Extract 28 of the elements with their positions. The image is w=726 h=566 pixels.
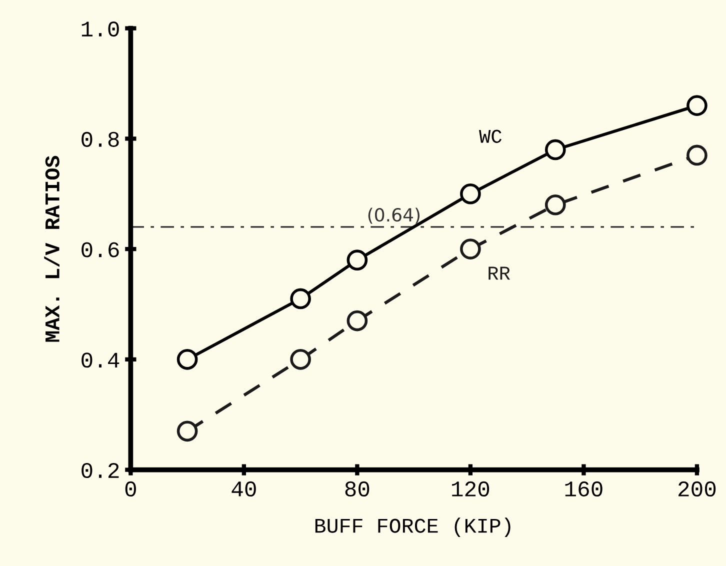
x-tick-label: 200	[678, 481, 716, 497]
x-tick-label: 0	[125, 481, 136, 497]
point	[346, 250, 368, 270]
point	[176, 420, 198, 442]
y-tick-label: 0.6	[82, 242, 119, 258]
ref-line-label: (0.64)	[368, 208, 420, 224]
point	[460, 183, 481, 204]
x-tick-label: 120	[452, 481, 490, 497]
y-tick-label: 0.4	[82, 352, 120, 368]
point	[346, 310, 368, 332]
series-label: RR	[488, 266, 510, 280]
point	[686, 144, 708, 166]
series-label: WC	[479, 130, 502, 143]
point	[460, 238, 481, 260]
y-tick-label: 0.2	[82, 462, 119, 478]
x-axis-title: BUFF FORCE (KIP)	[315, 518, 510, 537]
y-tick-label: 1.0	[82, 21, 119, 37]
x-tick-label: 160	[565, 481, 602, 497]
point	[290, 348, 311, 370]
point	[544, 194, 566, 216]
x-tick-label: 80	[345, 481, 370, 497]
y-axis-title: MAX. L/V RATIOS	[44, 156, 60, 342]
x-tick-label: 40	[232, 481, 256, 497]
point	[544, 139, 566, 160]
y-tick-label: 0.8	[82, 132, 119, 147]
point	[176, 348, 198, 370]
point	[290, 288, 311, 310]
point	[686, 95, 708, 116]
